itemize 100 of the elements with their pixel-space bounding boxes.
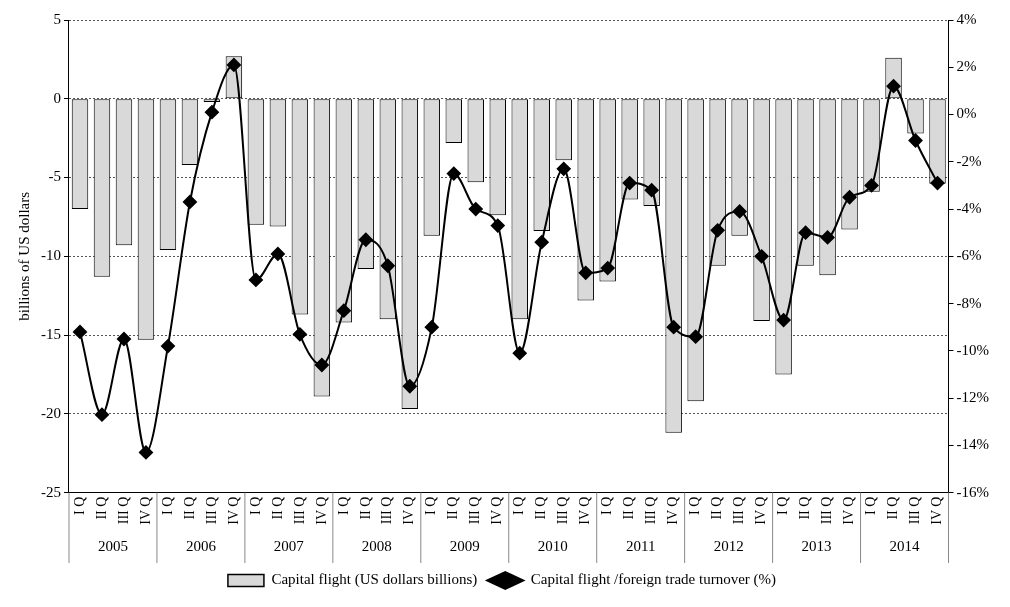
point — [204, 105, 219, 120]
y2-tick-label: -4% — [956, 199, 982, 216]
text: 2006 — [185, 537, 217, 554]
y2-tick-label: -16% — [956, 483, 990, 500]
legend-label: Capital flight (US dollars billions) — [271, 571, 478, 589]
x-tick-label: IV Q — [841, 496, 857, 525]
x-tick-label: II Q — [357, 496, 373, 520]
point — [556, 161, 571, 176]
x-tick-label: II Q — [269, 496, 285, 520]
y-tick-label: 5 — [53, 10, 61, 27]
x-tick-label: IV Q — [665, 496, 681, 525]
point — [270, 246, 285, 261]
y2-tick-label: -6% — [956, 247, 982, 264]
y-tick-label: -5 — [48, 168, 61, 185]
x-tick-label: I Q — [599, 496, 615, 515]
point — [336, 303, 351, 318]
x-tick-label: II Q — [797, 496, 813, 520]
x-tick-label: I Q — [687, 496, 703, 515]
x-tick-label: IV Q — [225, 496, 241, 525]
x-tick-label: II Q — [621, 496, 637, 520]
x-tick-label: I Q — [335, 496, 351, 515]
y2-tick-label: -10% — [956, 341, 990, 358]
point — [930, 176, 945, 191]
x-tick-label: IV Q — [401, 496, 417, 525]
x-tick-label: II Q — [445, 496, 461, 520]
point — [116, 332, 131, 347]
x-tick-label: I Q — [159, 496, 175, 515]
point — [138, 445, 153, 460]
point — [732, 204, 747, 219]
point — [424, 320, 439, 335]
point — [908, 133, 923, 148]
point — [248, 272, 263, 287]
text: 2005 — [97, 537, 128, 554]
y-axis-title: billions of US dollars — [15, 191, 32, 321]
text: 2010 — [537, 537, 568, 554]
point — [226, 57, 241, 72]
x-tick-label: III Q — [907, 496, 923, 525]
text: 2013 — [801, 537, 832, 554]
x-tick-label: IV Q — [929, 496, 945, 525]
point — [600, 261, 615, 276]
x-tick-label: II Q — [533, 496, 549, 520]
point — [666, 320, 681, 335]
x-tick-label: II Q — [885, 496, 901, 520]
x-tick-label: III Q — [467, 496, 483, 525]
y-tick-label: -25 — [41, 483, 61, 500]
x-tick-label: III Q — [819, 496, 835, 525]
x-tick-label: I Q — [247, 496, 263, 515]
x-tick-label: IV Q — [137, 496, 153, 525]
point — [798, 225, 813, 240]
point — [380, 258, 395, 273]
x-tick-label: III Q — [643, 496, 659, 525]
x-tick-label: III Q — [115, 496, 131, 525]
y2-tick-label: 4% — [956, 10, 977, 27]
y2-tick-label: -12% — [956, 389, 990, 406]
point — [402, 379, 417, 394]
point — [72, 324, 87, 339]
x-tick-label: II Q — [93, 496, 109, 520]
x-tick-label: I Q — [863, 496, 879, 515]
x-tick-label: I Q — [775, 496, 791, 515]
x-tick-label: I Q — [71, 496, 87, 515]
x-tick-label: III Q — [379, 496, 395, 525]
text: 2007 — [273, 537, 305, 554]
text: 2012 — [713, 537, 744, 554]
point — [820, 230, 835, 245]
point — [182, 194, 197, 209]
text: 2011 — [625, 537, 656, 554]
point — [754, 249, 769, 264]
point — [490, 218, 505, 233]
x-tick-label: III Q — [203, 496, 219, 525]
x-tick-label: IV Q — [489, 496, 505, 525]
x-tick-label: III Q — [731, 496, 747, 525]
y2-tick-label: -8% — [956, 294, 982, 311]
x-tick-label: III Q — [291, 496, 307, 525]
y2-tick-label: 2% — [956, 58, 977, 75]
point — [864, 178, 879, 193]
x-tick-label: II Q — [181, 496, 197, 520]
x-tick-label: III Q — [555, 496, 571, 525]
x-tick-label: I Q — [423, 496, 439, 515]
x-tick-label: II Q — [709, 496, 725, 520]
x-tick-label: IV Q — [753, 496, 769, 525]
point — [842, 190, 857, 205]
x-tick-label: I Q — [511, 496, 527, 515]
point — [160, 339, 175, 354]
text: 2008 — [361, 537, 392, 554]
point — [468, 202, 483, 217]
x-tick-label: IV Q — [577, 496, 593, 525]
point — [578, 265, 593, 280]
x-tick-label: IV Q — [313, 496, 329, 525]
y-tick-label: -20 — [41, 404, 61, 421]
text: 2009 — [449, 537, 480, 554]
y-tick-label: -10 — [41, 247, 61, 264]
y2-tick-label: -2% — [956, 152, 982, 169]
point — [776, 313, 791, 328]
point — [94, 407, 109, 422]
point — [688, 329, 703, 344]
point — [512, 346, 527, 361]
point — [622, 176, 637, 191]
point — [314, 358, 329, 373]
y-tick-label: 0 — [53, 89, 61, 106]
point — [886, 79, 901, 94]
